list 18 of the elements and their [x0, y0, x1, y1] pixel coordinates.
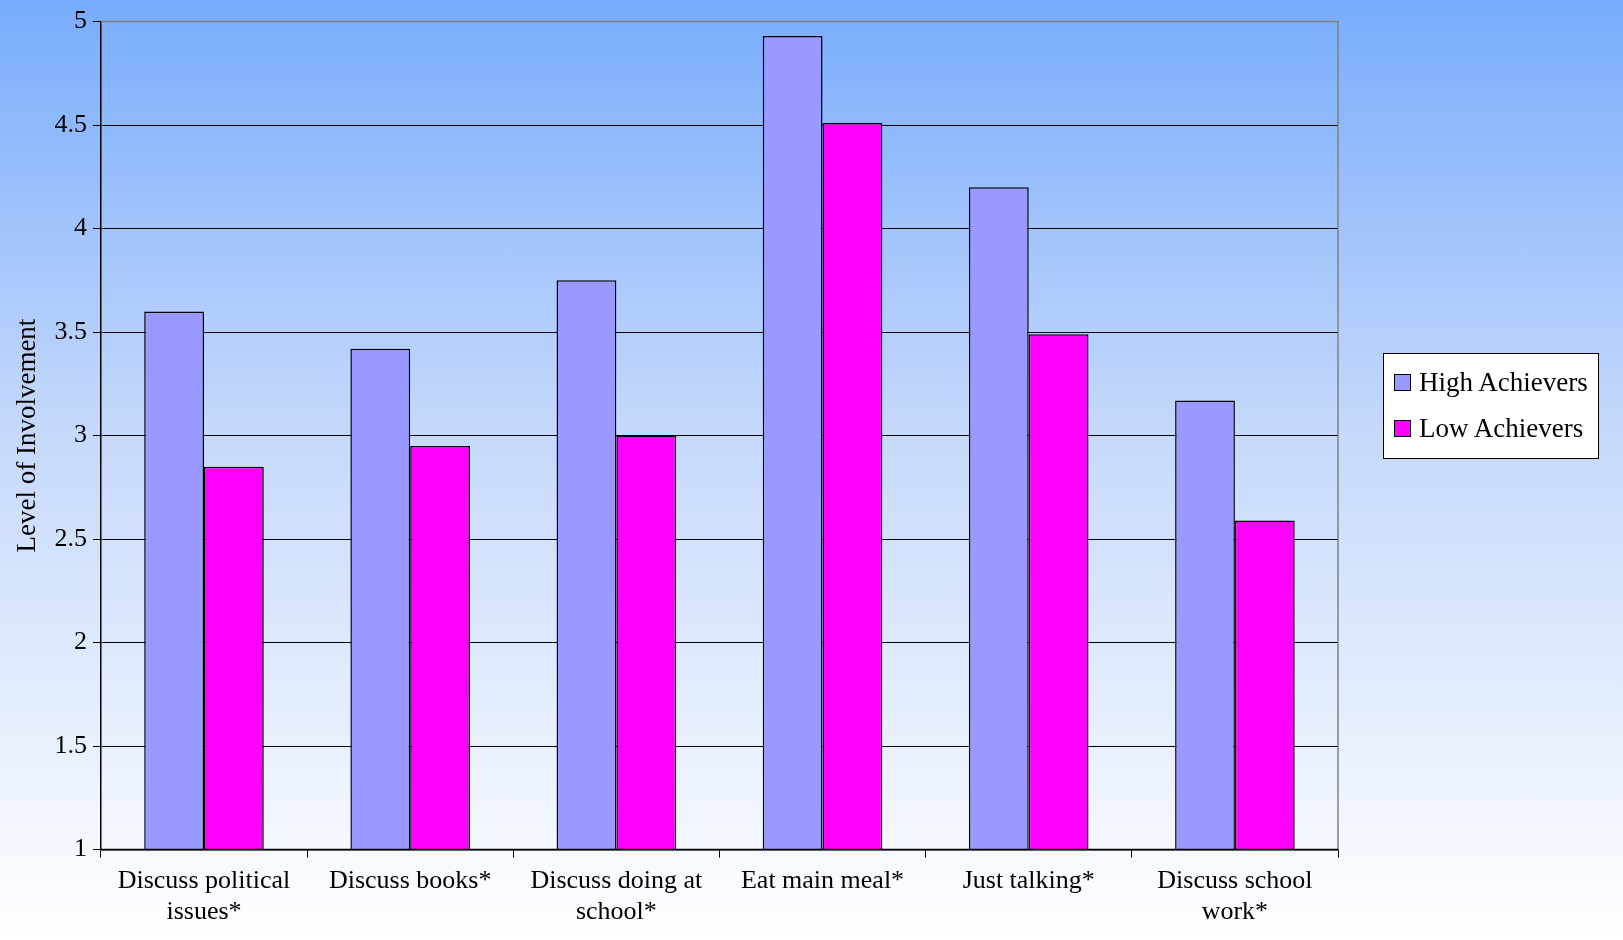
y-tick-label: 4.5 — [54, 108, 87, 138]
y-tick-label: 3.5 — [54, 315, 87, 345]
y-axis-title: Level of Involvement — [11, 318, 42, 553]
x-tick-label: Discuss doing at school* — [530, 865, 704, 926]
x-tick-label: Discuss books* — [328, 865, 492, 895]
x-tick-label: Discuss school work* — [1157, 865, 1313, 926]
y-tick-label: 2.5 — [54, 522, 87, 552]
x-tick-label: Just talking* — [962, 865, 1095, 895]
y-tick-label: 2 — [73, 626, 87, 656]
y-tick-label: 4 — [73, 212, 87, 242]
y-tick-label: 3 — [73, 419, 87, 449]
y-tick-label: 1.5 — [54, 729, 87, 759]
legend-label: Low Achievers — [1419, 413, 1584, 445]
x-tick-label: Eat main meal* — [740, 865, 905, 895]
x-tick-label: Discuss political issues* — [117, 865, 291, 926]
text: High Achievers — [1419, 367, 1588, 399]
y-tick-label: 5 — [73, 5, 87, 35]
y-tick-label: 1 — [73, 833, 87, 863]
